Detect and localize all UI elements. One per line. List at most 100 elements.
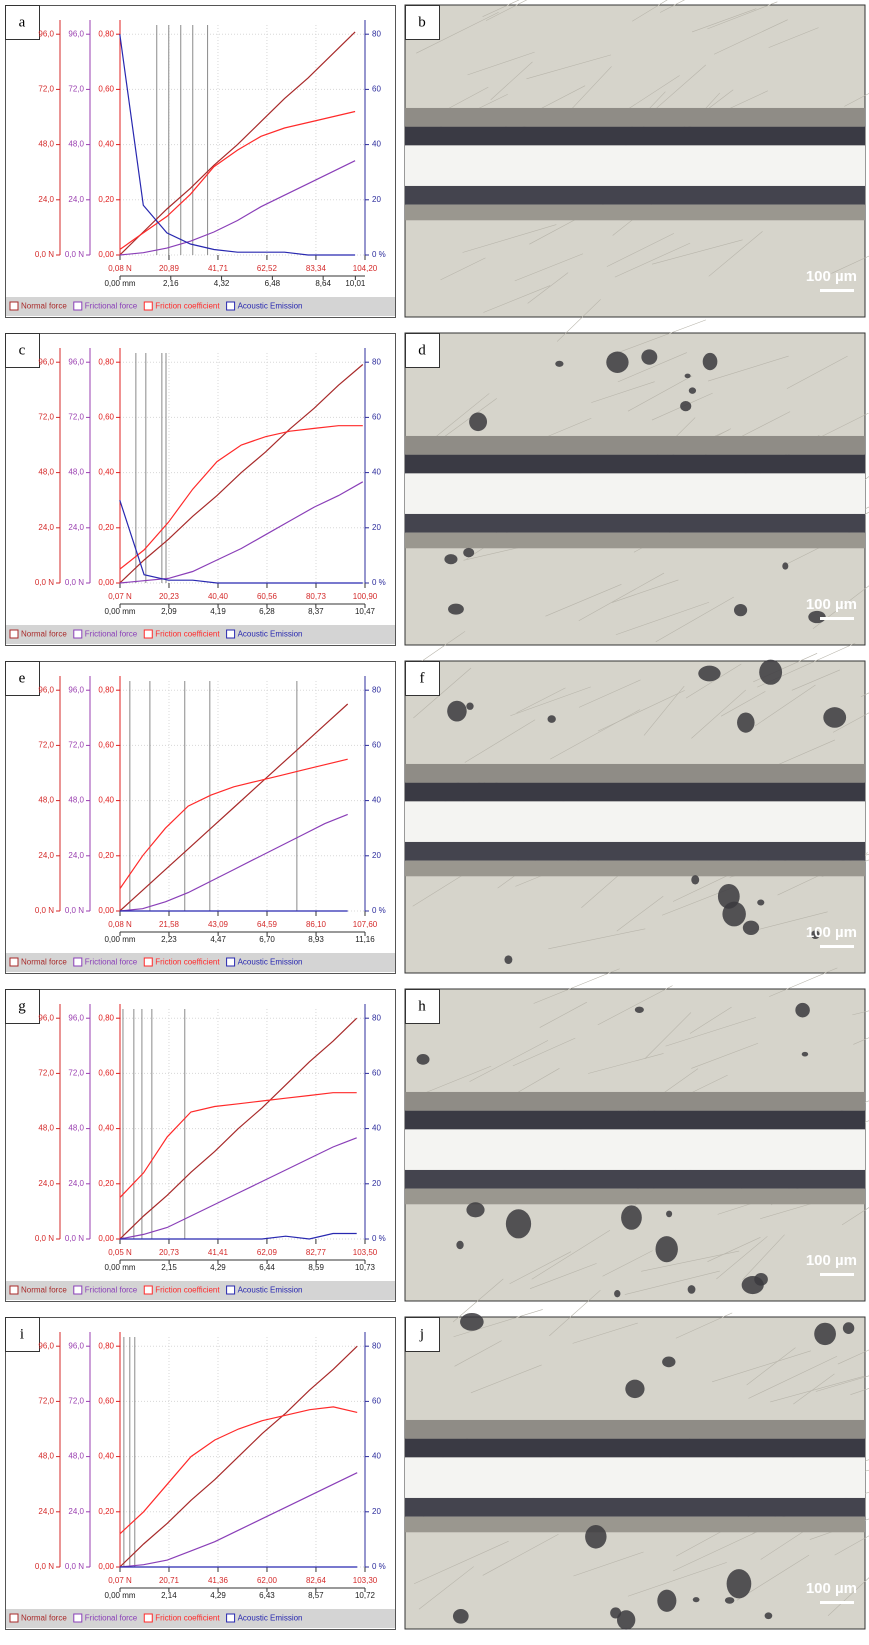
- y-tick-label: 40: [372, 1124, 381, 1133]
- x2-tick-label: 8,37: [308, 607, 324, 616]
- legend-icon: [226, 957, 236, 967]
- surface-scratch: [413, 667, 472, 719]
- scale-bar-label: 100 µm: [806, 1252, 857, 1269]
- pore: [634, 1006, 644, 1013]
- series-line: [119, 425, 363, 570]
- y-tick-label: 40: [372, 140, 381, 149]
- y-tick-label: 0 %: [372, 1562, 386, 1571]
- legend-icon: [73, 1285, 83, 1295]
- y-tick-label: 72,0: [68, 741, 84, 750]
- pore: [842, 1322, 855, 1334]
- micrograph: h 100 µm: [404, 967, 869, 1302]
- y-tick-label: 72,0: [38, 413, 54, 422]
- surface-scratch: [771, 739, 836, 768]
- x-tick-label: 82,64: [306, 1576, 327, 1585]
- panel-label-box: [405, 5, 440, 40]
- surface-scratch: [850, 1388, 869, 1395]
- surface-scratch: [464, 719, 536, 763]
- legend-label: Acoustic Emission: [238, 958, 303, 967]
- pore: [448, 603, 464, 615]
- x-tick-label: 62,09: [257, 1248, 278, 1257]
- legend-label: Normal force: [21, 1286, 67, 1295]
- surface-scratch: [591, 381, 655, 403]
- groove-edge: [405, 1438, 865, 1458]
- x-tick-label: 41,41: [208, 1248, 229, 1257]
- surface-scratch: [627, 1562, 727, 1597]
- surface-scratch: [573, 1551, 644, 1577]
- surface-scratch: [746, 1347, 796, 1386]
- pore: [688, 387, 697, 394]
- series-line: [119, 160, 356, 256]
- groove-shadow: [405, 1516, 865, 1533]
- x-tick-label: 80,73: [306, 592, 327, 601]
- y-tick-label: 72,0: [68, 1069, 84, 1078]
- surface-scratch: [556, 299, 601, 342]
- y-tick-label: 96,0: [38, 685, 54, 694]
- groove-edge: [405, 126, 865, 146]
- series-line: [119, 364, 364, 584]
- y-tick-label: 0 %: [372, 578, 386, 587]
- x-tick-label: 20,89: [159, 264, 180, 273]
- legend-label: Acoustic Emission: [238, 1614, 303, 1623]
- surface-scratch: [572, 1322, 638, 1344]
- x2-tick-label: 0,00 mm: [104, 935, 135, 944]
- y-tick-label: 72,0: [38, 1069, 54, 1078]
- surface-scratch: [844, 93, 869, 107]
- groove-edge: [405, 454, 865, 474]
- x-tick-label: 64,59: [257, 920, 278, 929]
- pore: [702, 352, 718, 371]
- legend-label: Acoustic Emission: [238, 630, 303, 639]
- micrograph: d 100 µm: [404, 299, 869, 646]
- x2-tick-label: 2,14: [161, 1591, 177, 1600]
- pore: [684, 373, 691, 379]
- panel-label: c: [19, 342, 26, 358]
- surface-scratch: [713, 19, 788, 55]
- legend-icon: [9, 1285, 19, 1295]
- y-tick-label: 0,60: [98, 741, 114, 750]
- pore: [625, 1379, 645, 1399]
- surface-scratch: [815, 1375, 869, 1392]
- plot-area: [120, 353, 365, 583]
- y-tick-label: 48,0: [38, 1124, 54, 1133]
- surface-scratch: [539, 1001, 587, 1028]
- legend-label: Normal force: [21, 630, 67, 639]
- panel-label-box: [405, 989, 440, 1024]
- x2-tick-label: 6,48: [265, 279, 281, 288]
- panel-label: a: [19, 14, 26, 30]
- surface-scratch: [786, 355, 848, 389]
- legend-icon: [9, 301, 19, 311]
- pore: [614, 1290, 621, 1298]
- surface-scratch: [655, 596, 734, 643]
- groove-shadow: [405, 1188, 865, 1205]
- x-tick-label: 62,52: [257, 264, 278, 273]
- legend-label: Frictional force: [85, 1614, 138, 1623]
- surface-scratch: [606, 233, 675, 267]
- y-tick-label: 0,00: [98, 1234, 114, 1243]
- surface-scratch: [832, 712, 869, 733]
- surface-scratch: [748, 1355, 838, 1399]
- surface-scratch: [548, 928, 646, 950]
- scale-bar: [820, 617, 854, 620]
- y-tick-label: 72,0: [38, 741, 54, 750]
- surface-scratch: [834, 1535, 869, 1556]
- surface-scratch: [689, 1006, 732, 1034]
- legend-label: Frictional force: [85, 630, 138, 639]
- panel-label: h: [418, 998, 426, 1014]
- surface-scratch: [454, 1340, 502, 1367]
- y-tick-label: 96,0: [68, 29, 84, 38]
- legend-icon: [226, 1285, 236, 1295]
- x-tick-label: 0,07 N: [108, 1576, 132, 1585]
- panel-label-box: [5, 989, 40, 1024]
- surface-scratch: [482, 0, 520, 17]
- x-tick-label: 103,50: [353, 1248, 378, 1257]
- legend-icon: [73, 1613, 83, 1623]
- pore: [621, 1205, 642, 1230]
- y-tick-label: 0,60: [98, 413, 114, 422]
- pore: [616, 1610, 636, 1630]
- pore: [795, 1002, 810, 1018]
- legend-icon: [73, 957, 83, 967]
- pore: [662, 1356, 676, 1368]
- x-tick-label: 107,60: [353, 920, 378, 929]
- groove-edge: [405, 185, 865, 205]
- surface-scratch: [770, 1375, 865, 1403]
